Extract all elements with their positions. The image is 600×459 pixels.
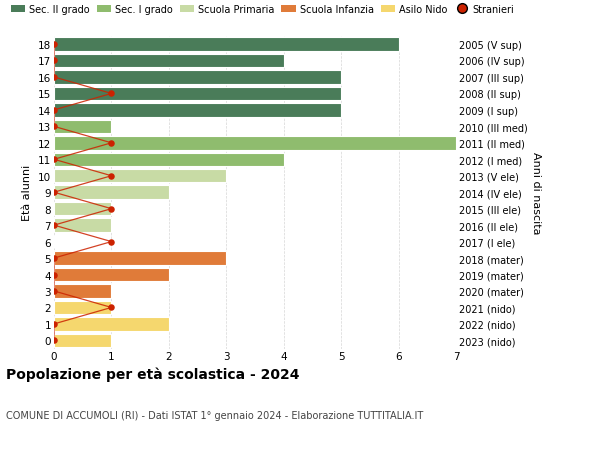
Point <box>49 320 59 328</box>
Bar <box>54 285 112 298</box>
Point <box>107 173 116 180</box>
Point <box>49 189 59 196</box>
Point <box>49 156 59 163</box>
Bar <box>54 55 284 68</box>
Bar <box>54 120 112 134</box>
Point <box>107 238 116 246</box>
Bar <box>54 38 398 52</box>
Bar <box>54 318 169 331</box>
Point <box>49 288 59 295</box>
Point <box>107 90 116 98</box>
Y-axis label: Anni di nascita: Anni di nascita <box>532 151 541 234</box>
Point <box>107 140 116 147</box>
Point <box>49 107 59 114</box>
Y-axis label: Età alunni: Età alunni <box>22 165 32 221</box>
Bar <box>54 202 112 216</box>
Text: COMUNE DI ACCUMOLI (RI) - Dati ISTAT 1° gennaio 2024 - Elaborazione TUTTITALIA.I: COMUNE DI ACCUMOLI (RI) - Dati ISTAT 1° … <box>6 410 423 420</box>
Bar <box>54 252 226 265</box>
Point <box>49 255 59 262</box>
Point <box>49 41 59 49</box>
Point <box>49 271 59 279</box>
Point <box>107 206 116 213</box>
Bar <box>54 88 341 101</box>
Point <box>49 58 59 65</box>
Bar <box>54 137 456 150</box>
Bar <box>54 334 112 347</box>
Point <box>49 222 59 230</box>
Bar <box>54 71 341 84</box>
Bar <box>54 104 341 118</box>
Bar <box>54 268 169 282</box>
Point <box>49 337 59 344</box>
Legend: Sec. II grado, Sec. I grado, Scuola Primaria, Scuola Infanzia, Asilo Nido, Stran: Sec. II grado, Sec. I grado, Scuola Prim… <box>11 5 515 15</box>
Point <box>107 304 116 312</box>
Point <box>49 123 59 131</box>
Bar <box>54 153 284 167</box>
Text: Popolazione per età scolastica - 2024: Popolazione per età scolastica - 2024 <box>6 367 299 382</box>
Bar <box>54 186 169 200</box>
Bar <box>54 219 112 232</box>
Bar <box>54 301 112 314</box>
Point <box>49 74 59 81</box>
Bar <box>54 170 226 183</box>
